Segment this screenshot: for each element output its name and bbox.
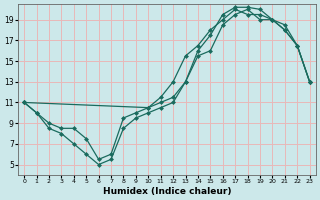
X-axis label: Humidex (Indice chaleur): Humidex (Indice chaleur) [103, 187, 231, 196]
